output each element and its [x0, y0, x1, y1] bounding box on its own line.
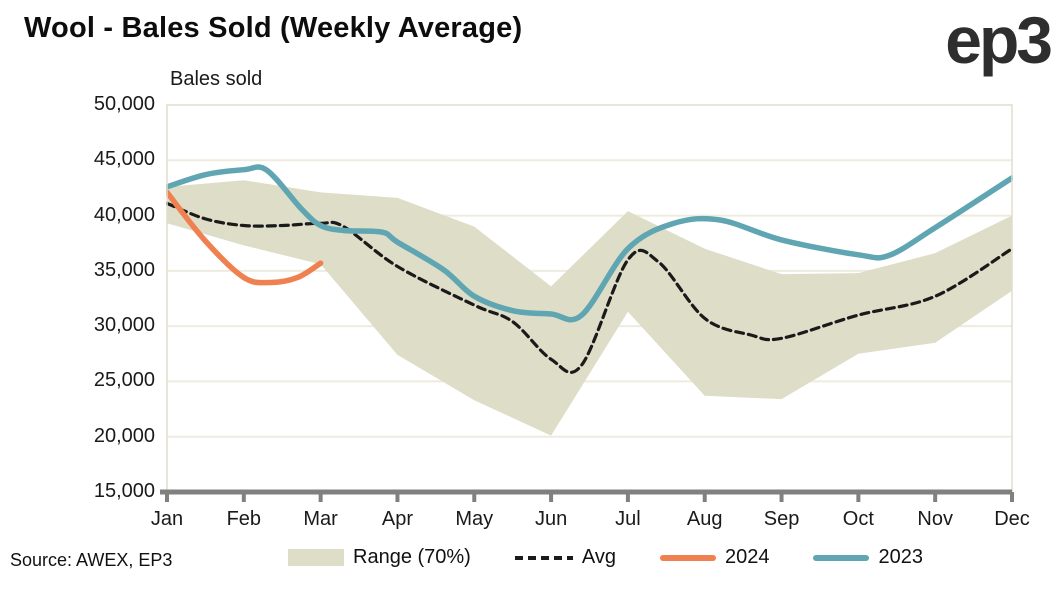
avg-dashed-line-swatch-icon [514, 555, 573, 560]
series-line-Avg [166, 201, 1013, 374]
legend-label-2024: 2024 [724, 546, 770, 568]
y-tick-label: 45,000 [93, 148, 155, 171]
y-tick-label: 30,000 [93, 314, 155, 337]
page-title: Wool - Bales Sold (Weekly Average) [24, 12, 523, 44]
x-tick-label: Nov [917, 508, 953, 530]
y-tick-label: 50,000 [93, 93, 155, 115]
x-tick-label: Aug [686, 508, 723, 530]
source-note: Source: AWEX, EP3 [10, 550, 173, 570]
legend: Range (70%) Avg 2024 2023 [288, 546, 923, 569]
x-tick-label: Oct [842, 508, 874, 530]
x-tick-label: Jan [150, 508, 184, 530]
y-tick-label: 25,000 [93, 369, 155, 392]
legend-item-range: Range (70%) [288, 546, 471, 569]
legend-item-2024: 2024 [659, 546, 770, 569]
x-tick-label: Jun [534, 508, 568, 530]
x-tick-label: May [455, 508, 494, 530]
y-axis-title: Bales sold [170, 68, 263, 90]
legend-label-2023: 2023 [878, 546, 923, 568]
series-line-2024 [166, 189, 324, 286]
y-tick-label: 20,000 [93, 424, 155, 447]
series-line-2023 [166, 164, 1013, 323]
ep3-logo: ep3 [945, 3, 1053, 77]
plot-border [166, 104, 1013, 492]
x-tick-label: Mar [303, 508, 338, 530]
x-tick-label: Sep [763, 508, 800, 530]
y-tick-label: 15,000 [93, 480, 155, 502]
line-2023-swatch-icon [813, 554, 870, 561]
legend-item-avg: Avg [514, 546, 616, 569]
legend-item-2023: 2023 [813, 546, 923, 569]
x-tick-label: Dec [994, 508, 1030, 530]
legend-label-range: Range (70%) [353, 546, 471, 568]
line-2024-swatch-icon [659, 554, 716, 561]
y-tick-label: 40,000 [93, 203, 155, 226]
y-tick-label: 35,000 [93, 258, 155, 281]
x-tick-label: Feb [226, 508, 262, 530]
legend-label-avg: Avg [581, 546, 616, 568]
range-band-swatch-icon [288, 549, 344, 566]
x-tick-label: Apr [381, 508, 414, 530]
x-tick-label: Jul [615, 508, 641, 530]
